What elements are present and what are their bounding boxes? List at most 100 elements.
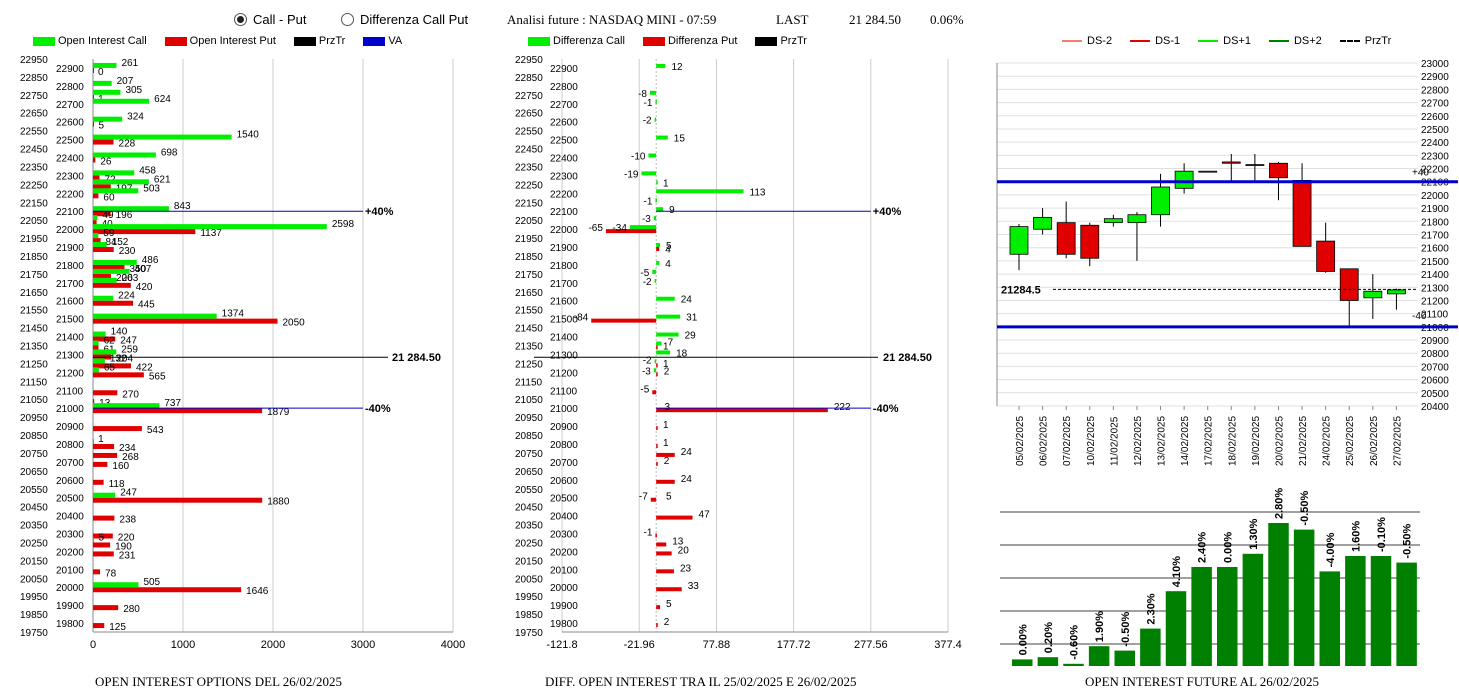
chart2-call-bar: [656, 63, 666, 68]
chart2-value-label: -5: [640, 268, 649, 279]
chart1-call-bar: [93, 438, 94, 444]
radio-call-put[interactable]: Call - Put: [234, 12, 306, 27]
chart1-call-label: 59: [103, 228, 115, 239]
chart1-strike-label: 21550: [20, 306, 48, 317]
chart2-value-label: -1: [644, 196, 653, 207]
chart1-call-label: 62: [104, 336, 116, 347]
chart2-call-bar: [656, 350, 671, 355]
chart1-call-label: 305: [125, 85, 142, 96]
chart1-va-low-label: -40%: [365, 403, 391, 415]
chart3-date-label: 18/02/2025: [1227, 416, 1238, 466]
chart1-put-bar: [93, 139, 114, 145]
chart2-put-bar: [591, 318, 657, 323]
chart4-bar: [1293, 529, 1315, 666]
chart2-strike-label: 22850: [515, 73, 543, 84]
chart4-bar: [1319, 571, 1340, 666]
chart1-put-bar: [93, 273, 111, 279]
chart4-footer: OPEN INTEREST FUTURE AL 26/02/2025: [1085, 674, 1320, 689]
chart4-bar: [1370, 556, 1392, 666]
chart1-strike-label: 21850: [20, 252, 48, 263]
chart1-call-bar: [93, 224, 327, 230]
chart1-strike-label: 22150: [20, 198, 48, 209]
chart1-put-bar: [93, 426, 142, 432]
chart2-strike-label: 20350: [515, 521, 543, 532]
chart2-strike-label: 21000: [550, 404, 578, 415]
chart1-call-label: 621: [154, 174, 171, 185]
chart1-call-label: 505: [143, 577, 160, 588]
chart2-value-label: 4: [665, 259, 671, 270]
chart2-strike-label: 22400: [550, 153, 578, 164]
chart3-y-tick: 21300: [1421, 283, 1449, 294]
chart1-call-bar: [93, 242, 107, 248]
chart2-value-label: -5: [640, 384, 649, 395]
chart4-bar-label: 2.30%: [1145, 593, 1157, 624]
chart3-y-tick: 21400: [1421, 270, 1449, 281]
chart1-strike-label: 21500: [56, 315, 84, 326]
chart2-value-label: -2: [643, 356, 652, 367]
chart3-y-tick: 21200: [1421, 296, 1449, 307]
chart1-put-bar: [93, 363, 131, 369]
chart2-value-label: -8: [638, 89, 647, 100]
chart1-strike-label: 21300: [56, 350, 84, 361]
chart1-strike-label: 19950: [20, 592, 48, 603]
chart2-value-label: 20: [678, 545, 690, 556]
chart2-put-bar: [655, 533, 657, 538]
chart2-strike-label: 21850: [515, 252, 543, 263]
chart1-footer: OPEN INTEREST OPTIONS DEL 26/02/2025: [95, 674, 342, 689]
chart1-call-bar: [93, 233, 99, 239]
chart1-call-bar: [93, 215, 98, 221]
chart1-put-label: 125: [109, 622, 126, 633]
chart1-put-bar: [93, 533, 113, 539]
chart1-put-label: 1646: [246, 586, 269, 597]
chart1-put-label: 350: [130, 264, 147, 275]
candlestick-chart: 23000 22900 22800 22700 22600 22500 22400 22300…: [996, 59, 1458, 466]
chart1-put-bar: [93, 193, 99, 199]
chart2-strike-label: 20750: [515, 449, 543, 460]
chart1-strike-label: 20900: [56, 422, 84, 433]
chart2-value-label: 31: [686, 313, 698, 324]
chart4-bar-label: 1.90%: [1094, 611, 1106, 642]
chart1-strike-label: 21600: [56, 297, 84, 308]
chart3-candle: [1269, 162, 1288, 179]
chart1-strike-label: 21950: [20, 234, 48, 245]
chart1-put-bar: [93, 175, 100, 181]
chart1-strike-label: 21400: [56, 333, 84, 344]
chart3-date-label: 26/02/2025: [1369, 416, 1380, 466]
chart1-put-label: 220: [118, 533, 135, 544]
chart1-strike-label: 22400: [56, 153, 84, 164]
chart1-put-bar: [93, 399, 95, 405]
chart3-candle: [1056, 222, 1076, 255]
chart1-strike-label: 21000: [56, 404, 84, 415]
chart2-value-label: -2: [643, 116, 652, 127]
chart1-put-bar: [93, 247, 114, 253]
chart1-strike-label: 20650: [20, 467, 48, 478]
legend-prztr-3: PrzTr: [1339, 35, 1391, 47]
chart1-call-label: 624: [154, 94, 171, 105]
chart1-strike-label: 21800: [56, 261, 84, 272]
chart3-y-tick: 22200: [1421, 165, 1449, 176]
chart1-put-bar: [93, 542, 111, 548]
chart1-strike-label: 21650: [20, 288, 48, 299]
chart1-strike-label: 20550: [20, 485, 48, 496]
chart3-y-tick: 21700: [1421, 231, 1449, 242]
chart2-strike-label: 22150: [515, 198, 543, 209]
chart1-put-label: 230: [119, 246, 136, 257]
chart1-call-label: 324: [127, 112, 144, 123]
chart2-x-tick: 177.72: [777, 639, 811, 651]
chart1-put-label: 280: [123, 604, 140, 615]
chart1-x-tick: 2000: [261, 639, 285, 651]
info-last-value: 21 284.50: [849, 12, 901, 27]
chart2-strike-label: 22050: [515, 216, 543, 227]
chart2-value-label: -10: [631, 151, 646, 162]
radio-differenza[interactable]: Differenza Call Put: [341, 12, 468, 27]
chart1-strike-label: 22700: [56, 100, 84, 111]
chart2-strike-label: 21100: [550, 386, 578, 397]
chart2-strike-label: 20850: [515, 431, 543, 442]
chart2-put-bar: [656, 623, 658, 628]
chart1-call-label: 152: [112, 237, 129, 248]
chart2-strike-label: 21400: [550, 333, 578, 344]
chart2-value-label: -84: [574, 313, 589, 324]
chart3-y-tick: 21900: [1421, 204, 1449, 215]
chart4-bar: [1037, 657, 1059, 666]
chart1-call-label: 65: [104, 362, 116, 373]
